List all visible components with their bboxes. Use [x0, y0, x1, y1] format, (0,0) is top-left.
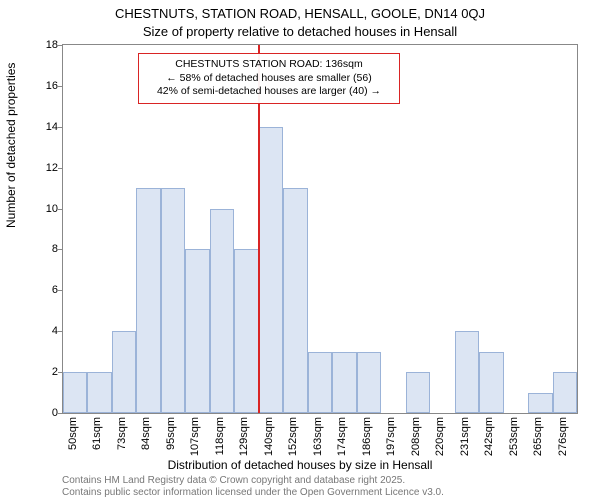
x-tick-label: 242sqm [483, 417, 495, 456]
chart-plot-area: CHESTNUTS STATION ROAD: 136sqm← 58% of d… [62, 44, 578, 414]
x-tick-label: 84sqm [140, 417, 152, 450]
y-tick-mark [58, 209, 62, 210]
histogram-bar [63, 372, 87, 413]
annotation-box: CHESTNUTS STATION ROAD: 136sqm← 58% of d… [138, 53, 400, 104]
y-tick-mark [58, 86, 62, 87]
x-tick-label: 197sqm [385, 417, 397, 456]
x-tick-label: 118sqm [214, 417, 226, 455]
histogram-bar [161, 188, 185, 413]
y-tick-mark [58, 249, 62, 250]
x-tick-label: 140sqm [263, 417, 275, 456]
annotation-line-1: CHESTNUTS STATION ROAD: 136sqm [145, 58, 393, 72]
histogram-bar [357, 352, 381, 413]
x-tick-label: 174sqm [336, 417, 348, 456]
histogram-bar [87, 372, 111, 413]
x-tick-label: 265sqm [532, 417, 544, 456]
x-tick-label: 220sqm [434, 417, 446, 456]
y-tick-label: 16 [46, 80, 58, 92]
histogram-bar [283, 188, 307, 413]
x-tick-label: 276sqm [557, 417, 569, 456]
footer-line-2: Contains public sector information licen… [62, 487, 444, 498]
x-tick-label: 107sqm [189, 417, 201, 456]
x-tick-label: 163sqm [312, 417, 324, 456]
histogram-bar [185, 249, 209, 413]
y-tick-mark [58, 372, 62, 373]
x-tick-label: 50sqm [67, 417, 79, 450]
histogram-bar [479, 352, 503, 413]
histogram-bar [112, 331, 136, 413]
y-tick-mark [58, 45, 62, 46]
y-tick-mark [58, 168, 62, 169]
histogram-bar [455, 331, 479, 413]
histogram-bar [553, 372, 577, 413]
histogram-bar [406, 372, 430, 413]
footer-line-1: Contains HM Land Registry data © Crown c… [62, 475, 405, 486]
x-tick-label: 208sqm [410, 417, 422, 456]
y-tick-mark [58, 290, 62, 291]
y-tick-label: 10 [46, 203, 58, 215]
y-tick-mark [58, 413, 62, 414]
x-tick-label: 95sqm [165, 417, 177, 450]
annotation-line-3: 42% of semi-detached houses are larger (… [145, 85, 393, 99]
y-tick-label: 18 [46, 39, 58, 51]
histogram-bar [136, 188, 160, 413]
histogram-bar [528, 393, 552, 413]
y-axis-label: Number of detached properties [4, 63, 18, 228]
x-axis-label: Distribution of detached houses by size … [0, 458, 600, 472]
x-tick-label: 231sqm [459, 417, 471, 456]
y-tick-label: 12 [46, 162, 58, 174]
annotation-line-2: ← 58% of detached houses are smaller (56… [145, 72, 393, 86]
y-tick-mark [58, 127, 62, 128]
histogram-bar [234, 249, 258, 413]
x-tick-label: 186sqm [361, 417, 373, 456]
x-tick-label: 73sqm [116, 417, 128, 450]
x-tick-label: 129sqm [238, 417, 250, 456]
histogram-bar [308, 352, 332, 413]
histogram-bar [332, 352, 356, 413]
histogram-bar [210, 209, 234, 413]
y-tick-label: 14 [46, 121, 58, 133]
x-tick-label: 253sqm [508, 417, 520, 456]
x-tick-label: 152sqm [287, 417, 299, 456]
histogram-bar [259, 127, 283, 413]
y-tick-mark [58, 331, 62, 332]
title-sub: Size of property relative to detached ho… [0, 24, 600, 39]
x-tick-label: 61sqm [91, 417, 103, 450]
chart-container: CHESTNUTS, STATION ROAD, HENSALL, GOOLE,… [0, 0, 600, 500]
title-main: CHESTNUTS, STATION ROAD, HENSALL, GOOLE,… [0, 6, 600, 21]
